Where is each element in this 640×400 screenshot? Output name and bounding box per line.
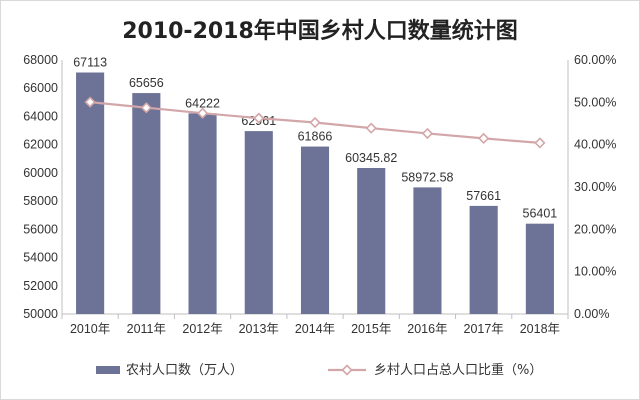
x-tick-label: 2015年 <box>351 322 391 336</box>
legend-line-label: 乡村人口占总人口比重（%） <box>374 362 542 378</box>
x-tick-label: 2010年 <box>70 322 110 336</box>
chart-title: 2010-2018年中国乡村人口数量统计图 <box>122 18 518 44</box>
line-point <box>253 112 265 124</box>
line-point <box>309 116 321 129</box>
x-tick-label: 2011年 <box>127 322 166 336</box>
bar <box>244 131 273 314</box>
y-left-tick-label: 56000 <box>23 222 58 236</box>
line-point <box>140 102 152 114</box>
bar <box>525 223 554 314</box>
bar-data-label: 57661 <box>466 189 501 203</box>
x-tick-label: 2017年 <box>464 322 504 336</box>
bar-data-label: 61866 <box>298 130 333 144</box>
bar-data-label: 58972.58 <box>401 170 453 184</box>
y-right-tick-label: 20.00% <box>574 222 616 236</box>
y-right-tick-label: 40.00% <box>574 138 616 152</box>
legend-bar-swatch <box>96 366 120 374</box>
x-tick-label: 2014年 <box>295 322 335 336</box>
x-tick-label: 2012年 <box>182 322 222 336</box>
bar <box>357 168 386 314</box>
y-right-tick-label: 10.00% <box>574 265 616 279</box>
axes: 50000 52000 54000 56000 58000 60000 62000 64000… <box>23 53 616 336</box>
line-point <box>196 107 209 119</box>
y-left-tick-label: 68000 <box>23 53 58 67</box>
y-left-tick-label: 62000 <box>23 138 58 152</box>
line-point <box>365 122 377 134</box>
y-right-tick-label: 30.00% <box>574 180 616 194</box>
y-left-tick-label: 64000 <box>23 109 58 123</box>
bar <box>300 146 330 314</box>
legend: 农村人口数（万人） 乡村人口占总人口比重（%） <box>96 362 542 378</box>
y-left-tick-label: 52000 <box>23 279 58 293</box>
y-left-tick-label: 50000 <box>23 307 58 321</box>
x-tick-label: 2016年 <box>407 322 447 336</box>
legend-line-marker <box>341 364 353 376</box>
y-left-tick-label: 66000 <box>23 81 58 95</box>
y-right-tick-label: 50.00% <box>574 95 616 109</box>
bar-data-label: 65656 <box>129 76 164 90</box>
bar-series: 671136565664222629616186660345.8258972.5… <box>73 56 558 315</box>
bar <box>413 187 442 314</box>
bar <box>188 113 217 315</box>
line-point <box>84 96 96 108</box>
y-right-tick-label: 0.00% <box>574 307 609 321</box>
line-point <box>478 132 490 145</box>
x-tick-label: 2013年 <box>239 322 279 336</box>
y-left-tick-label: 58000 <box>23 194 58 208</box>
line-series <box>84 96 546 149</box>
line-point <box>421 127 434 140</box>
bar-data-label: 67113 <box>73 56 107 70</box>
bar <box>469 205 498 314</box>
line-point <box>534 137 546 149</box>
y-left-tick-label: 54000 <box>23 251 58 265</box>
bar <box>132 93 161 314</box>
bar-data-label: 60345.82 <box>345 151 397 165</box>
y-left-tick-label: 60000 <box>23 166 58 180</box>
x-tick-label: 2018年 <box>520 322 560 336</box>
legend-bar-label: 农村人口数（万人） <box>126 363 243 378</box>
bar-data-label: 56401 <box>523 207 558 221</box>
bar-data-label: 64222 <box>185 96 220 110</box>
bar <box>76 72 105 314</box>
y-right-tick-label: 60.00% <box>574 53 616 67</box>
